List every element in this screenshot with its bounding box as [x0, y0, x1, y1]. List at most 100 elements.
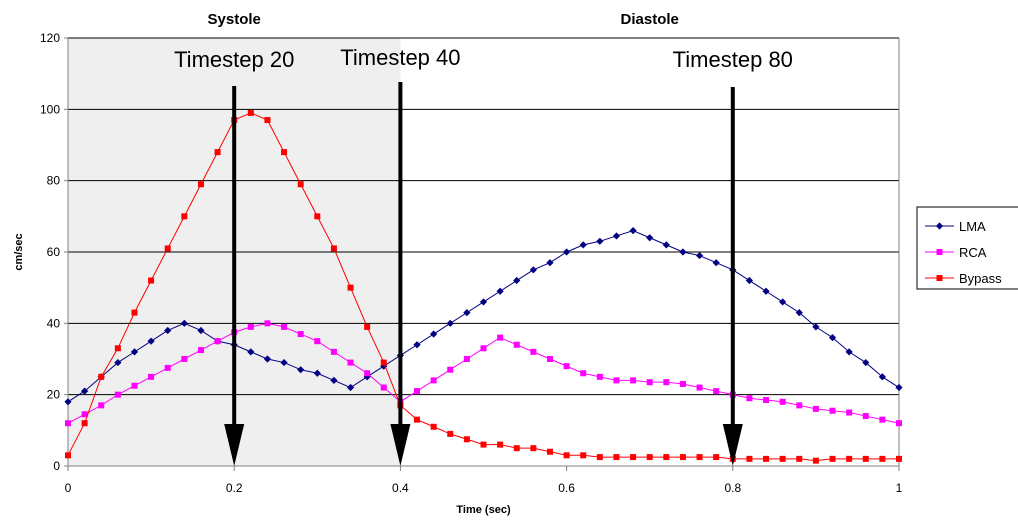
data-point-bypass — [281, 149, 288, 156]
data-point-lma — [812, 323, 820, 331]
data-point-rca — [646, 379, 653, 386]
y-tick-labels: 0 20 40 60 80 100 120 — [40, 31, 60, 473]
data-point-lma — [81, 387, 89, 395]
legend-box — [916, 206, 1018, 290]
phase-label: Systole — [208, 11, 261, 28]
data-point-rca — [247, 323, 254, 330]
y-tick-label: 20 — [47, 388, 61, 402]
data-point-lma — [529, 266, 537, 274]
data-point-rca — [796, 402, 803, 409]
data-point-bypass — [896, 455, 902, 462]
legend: LMA RCA Bypass — [916, 206, 1018, 290]
data-point-lma — [263, 355, 272, 363]
data-point-bypass — [480, 441, 487, 448]
y-tick-label: 60 — [47, 245, 61, 259]
data-point-lma — [646, 234, 654, 242]
data-point-rca — [696, 384, 703, 391]
data-point-rca — [763, 397, 770, 404]
data-point-lma — [147, 337, 155, 345]
data-point-rca — [613, 377, 620, 384]
data-point-rca — [846, 409, 853, 416]
data-point-bypass — [181, 213, 188, 220]
data-point-rca — [414, 388, 421, 395]
data-point-lma — [496, 287, 504, 295]
data-point-bypass — [812, 457, 819, 464]
data-point-bypass — [463, 436, 470, 443]
data-point-bypass — [546, 448, 553, 455]
data-point-rca — [330, 348, 337, 355]
data-point-bypass — [779, 455, 786, 462]
data-point-lma — [762, 287, 770, 295]
data-point-bypass — [596, 454, 603, 461]
data-point-rca — [447, 366, 454, 373]
y-tick-label: 120 — [40, 31, 60, 45]
data-point-lma — [579, 241, 587, 249]
gridlines — [68, 37, 899, 396]
data-point-bypass — [563, 452, 570, 459]
data-point-lma — [297, 366, 305, 374]
data-point-bypass — [297, 181, 304, 188]
legend-marker-bypass — [936, 275, 943, 281]
data-point-bypass — [630, 454, 637, 461]
data-point-rca — [347, 359, 354, 366]
data-point-rca — [131, 382, 138, 389]
data-point-bypass — [829, 455, 836, 462]
x-tick-labels: 0 0.2 0.4 0.6 0.8 1 — [65, 481, 903, 495]
data-point-rca — [546, 356, 553, 362]
data-point-rca — [314, 338, 321, 345]
data-point-lma — [795, 309, 803, 317]
data-point-lma — [330, 376, 338, 384]
data-point-rca — [679, 380, 686, 387]
data-point-rca — [81, 411, 88, 418]
data-point-lma — [695, 251, 704, 260]
timestep-arrows: Timestep 20 Timestep 40 Timestep 80 — [174, 45, 793, 466]
data-point-rca — [879, 416, 886, 423]
legend-marker-lma — [935, 222, 944, 230]
x-axis-title: Time (sec) — [456, 504, 511, 516]
data-point-rca — [98, 402, 105, 409]
data-point-rca — [596, 373, 603, 380]
data-point-bypass — [314, 213, 321, 220]
data-point-lma — [280, 358, 288, 367]
data-point-lma — [712, 259, 720, 267]
y-axis-title: cm/sec — [13, 233, 25, 270]
data-point-rca — [630, 377, 637, 384]
data-point-lma — [612, 232, 621, 240]
legend-label-bypass: Bypass — [959, 271, 1002, 286]
data-point-bypass — [513, 445, 520, 452]
data-point-bypass — [197, 181, 204, 188]
data-point-bypass — [679, 454, 686, 461]
data-point-rca — [380, 384, 387, 391]
data-point-rca — [214, 338, 221, 345]
data-point-bypass — [696, 454, 703, 461]
data-point-rca — [364, 370, 371, 377]
data-point-bypass — [65, 452, 71, 459]
data-point-rca — [281, 323, 288, 330]
data-point-bypass — [264, 117, 271, 124]
data-point-lma — [878, 373, 886, 381]
data-point-lma — [745, 276, 754, 285]
data-point-rca — [896, 420, 902, 427]
data-point-bypass — [796, 455, 803, 462]
x-tick-label: 0.8 — [724, 481, 741, 495]
data-point-bypass — [497, 441, 504, 448]
data-point-rca — [297, 331, 304, 338]
x-tick-label: 0.4 — [392, 481, 409, 495]
timestep-annotation: Timestep 20 — [174, 47, 294, 72]
timestep-annotation: Timestep 80 — [673, 47, 793, 72]
data-point-bypass — [746, 455, 753, 462]
data-point-lma — [363, 373, 371, 381]
data-point-bypass — [364, 323, 371, 330]
data-point-lma — [430, 330, 438, 338]
timestep-arrow-head — [224, 424, 245, 466]
data-point-bypass — [347, 284, 354, 291]
data-point-bypass — [430, 423, 437, 430]
data-point-lma — [346, 383, 355, 392]
data-point-bypass — [98, 373, 105, 380]
data-point-rca — [497, 334, 504, 341]
x-tick-label: 0 — [65, 481, 72, 495]
data-point-lma — [546, 259, 554, 267]
data-point-bypass — [879, 455, 886, 462]
data-point-bypass — [846, 455, 853, 462]
